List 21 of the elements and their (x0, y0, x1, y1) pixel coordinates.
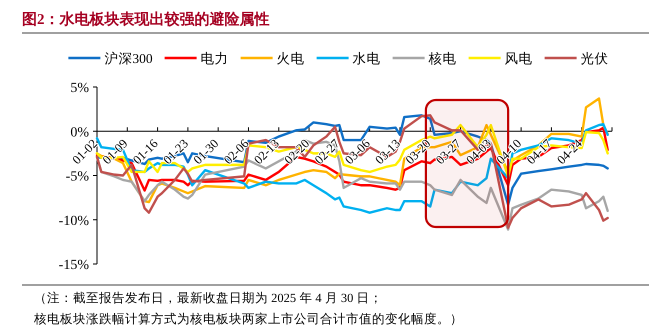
legend-label: 风电 (504, 51, 533, 66)
line-series (96, 122, 609, 214)
line-series (96, 114, 609, 229)
y-tick-label: -5% (66, 170, 90, 184)
legend-label: 核电 (428, 51, 457, 66)
line-series (96, 126, 609, 192)
y-tick-label: 0% (70, 125, 90, 140)
y-tick-label: -15% (58, 258, 90, 273)
legend-label: 沪深300 (104, 51, 153, 66)
legend-label: 火电 (276, 51, 305, 66)
text: （注：截至报告发布日，最新收盘日期为 2025 年 4 月 30 日； (34, 291, 382, 305)
legend-label: 光伏 (580, 51, 609, 66)
line-series (96, 97, 609, 204)
legend-label: 电力 (200, 51, 229, 66)
text: 核电板块涨跌幅计算方式为核电板块两家上市公司合计市值的变化幅度。） (33, 311, 463, 326)
line-series (96, 114, 609, 206)
y-tick-label: 5% (70, 81, 90, 96)
legend-label: 水电 (352, 51, 381, 66)
y-tick-label: -10% (58, 214, 90, 229)
line-series (96, 124, 609, 178)
chart-title: 图2：水电板块表现出较强的避险属性 (22, 11, 270, 28)
